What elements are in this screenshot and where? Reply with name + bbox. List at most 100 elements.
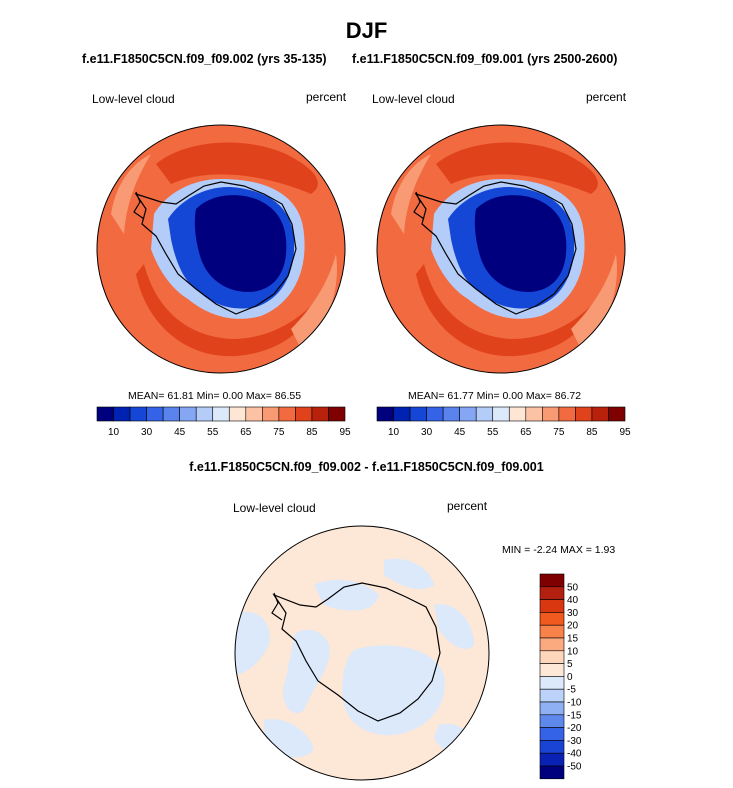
colorbar-box <box>459 406 477 422</box>
colorbar-box <box>575 406 593 422</box>
colorbar-tick-label: 30 <box>141 427 153 438</box>
diff-negative-patch <box>235 611 270 675</box>
colorbar-tick-label: -10 <box>567 698 582 709</box>
colorbar-box <box>262 406 280 422</box>
panel-left-case-label: f.e11.F1850C5CN.f09_f09.002 (yrs 35-135) <box>82 52 327 66</box>
map-left <box>96 124 346 374</box>
colorbar-tick-label: -40 <box>567 749 582 760</box>
panel-right-case-label: f.e11.F1850C5CN.f09_f09.001 (yrs 2500-26… <box>352 52 618 66</box>
diff-negative-patch <box>283 629 330 714</box>
colorbar-tick-label: 85 <box>586 427 598 438</box>
colorbar-tick-label: 95 <box>339 427 351 438</box>
diff-negative-patch <box>314 579 379 611</box>
diff-field-label: Low-level cloud <box>233 501 316 515</box>
panel-right-field-label: Low-level cloud <box>372 92 455 106</box>
colorbar-box <box>539 586 565 600</box>
colorbar-tick-label: 30 <box>421 427 433 438</box>
colorbar-left: 10 30 45 55 65 75 85 95 <box>96 406 351 438</box>
colorbar-box <box>539 676 565 690</box>
colorbar-tick-label: 95 <box>619 427 631 438</box>
colorbar-tick-label: 45 <box>454 427 466 438</box>
cloud-band-low <box>391 154 431 234</box>
colorbar-tick-label: 0 <box>567 672 573 683</box>
colorbar-tick-label: 55 <box>207 427 219 438</box>
antarctica-coastline <box>414 181 577 315</box>
colorbar-tick-label: 40 <box>567 595 579 606</box>
colorbar-box <box>129 406 147 422</box>
colorbar-box <box>608 406 626 422</box>
colorbar-tick-label: 5 <box>567 659 573 670</box>
colorbar-box <box>539 765 565 780</box>
map-border <box>96 124 346 374</box>
colorbar-box <box>393 406 411 422</box>
map-right <box>376 124 626 374</box>
colorbar-tick-label: 75 <box>273 427 285 438</box>
antarctic-cloud-low <box>194 195 287 292</box>
colorbar-tick-label: 75 <box>553 427 565 438</box>
colorbar-box <box>113 406 131 422</box>
colorbar-tick-label: 30 <box>567 608 579 619</box>
colorbar-box <box>311 406 329 422</box>
diff-units-label: percent <box>447 499 488 513</box>
colorbar-tick-label: 10 <box>567 646 579 657</box>
colorbar-box <box>539 701 565 716</box>
colorbar-tick-label: -5 <box>567 685 576 696</box>
colorbar-box <box>146 406 164 422</box>
colorbar-box <box>492 406 510 422</box>
colorbar-tick-label: -15 <box>567 710 582 721</box>
cloud-band-low <box>111 154 151 234</box>
peninsula-coastline <box>133 191 145 220</box>
diff-negative-patch <box>434 604 474 650</box>
diff-minmax-text: MIN = -2.24 MAX = 1.93 <box>502 544 616 556</box>
panel-left-field-label: Low-level cloud <box>92 92 175 106</box>
cloud-band-low <box>291 254 337 349</box>
map-border <box>376 124 626 374</box>
colorbar-box <box>539 688 565 703</box>
cloud-band-high <box>156 142 318 194</box>
colorbar-box <box>558 406 576 422</box>
colorbar-tick-label: 65 <box>520 427 532 438</box>
antarctic-cloud-low <box>474 195 567 292</box>
cloud-band-high <box>416 264 601 357</box>
colorbar-box <box>539 663 565 677</box>
colorbar-box <box>295 406 313 422</box>
colorbar-box <box>539 624 565 639</box>
panel-left-units-label: percent <box>306 90 347 104</box>
colorbar-box <box>539 637 565 652</box>
colorbar-tick-label: 15 <box>567 634 579 645</box>
colorbar-tick-label: -50 <box>567 762 582 773</box>
cloud-band-low <box>571 254 617 349</box>
colorbar-tick-label: 50 <box>567 582 579 593</box>
colorbar-right: 10 30 45 55 65 75 85 95 <box>376 406 631 438</box>
colorbar-tick-label: -20 <box>567 723 582 734</box>
colorbar-box <box>508 406 527 422</box>
panel-right-stats: MEAN= 61.77 Min= 0.00 Max= 86.72 <box>408 390 582 402</box>
colorbar-box <box>278 406 296 422</box>
colorbar-box <box>328 406 346 422</box>
page-title: DJF <box>345 18 388 43</box>
colorbar-box <box>539 612 565 626</box>
colorbar-box <box>179 406 197 422</box>
peninsula-coastline <box>271 592 283 621</box>
colorbar-tick-label: 45 <box>174 427 186 438</box>
colorbar-box <box>426 406 444 422</box>
panel-left-stats: MEAN= 61.81 Min= 0.00 Max= 86.55 <box>128 390 302 402</box>
colorbar-tick-label: 20 <box>567 621 579 632</box>
colorbar-box <box>409 406 427 422</box>
colorbar-box <box>245 406 263 422</box>
colorbar-box <box>539 599 565 613</box>
colorbar-box <box>376 406 394 422</box>
colorbar-tick-label: 65 <box>240 427 252 438</box>
colorbar-box <box>475 406 494 422</box>
colorbar-box <box>228 406 247 422</box>
antarctica-coastline <box>134 181 297 315</box>
map-border <box>234 525 490 781</box>
colorbar-box <box>442 406 460 422</box>
colorbar-box <box>542 406 560 422</box>
colorbar-tick-label: 10 <box>388 427 400 438</box>
colorbar-box <box>539 573 565 588</box>
colorbar-box <box>96 406 114 422</box>
colorbar-tick-label: 85 <box>306 427 318 438</box>
colorbar-box <box>539 740 565 754</box>
